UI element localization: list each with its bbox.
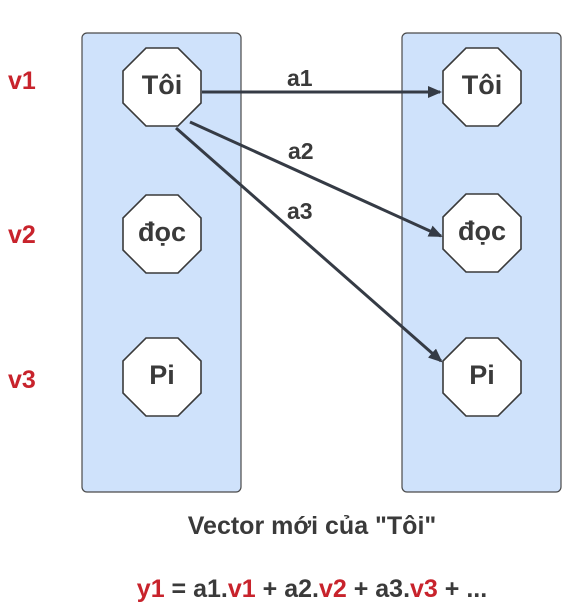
right-node-doc: đọc	[442, 193, 522, 273]
right-node-pi-label: Pi	[469, 360, 495, 390]
right-node-pi: Pi	[442, 337, 522, 417]
row-label-v3: v3	[8, 366, 36, 394]
left-node-doc-label: đọc	[138, 217, 186, 247]
formula-v3: v3	[410, 575, 438, 603]
arrow-a3	[175, 126, 443, 363]
formula-a1: a1.	[193, 575, 228, 603]
row-label-v1: v1	[8, 67, 36, 95]
formula-y1: y1	[137, 575, 165, 603]
formula-tail: + ...	[438, 575, 487, 603]
formula-eq: =	[165, 575, 194, 603]
left-node-toi: Tôi	[122, 47, 202, 127]
row-label-v2: v2	[8, 221, 36, 249]
diagram-caption: Vector mới của "Tôi"	[188, 512, 437, 540]
arrow-a2	[189, 120, 443, 238]
formula-plus1: +	[256, 575, 285, 603]
left-node-pi: Pi	[122, 337, 202, 417]
formula: y1 = a1.v1 + a2.v2 + a3.v3 + ...	[137, 575, 487, 603]
arrow-label-a1: a1	[287, 65, 313, 91]
formula-v1: v1	[228, 575, 256, 603]
right-node-toi-label: Tôi	[462, 70, 503, 100]
right-node-doc-label: đọc	[458, 216, 506, 246]
formula-a3: a3.	[375, 575, 410, 603]
right-node-toi: Tôi	[442, 47, 522, 127]
left-node-doc: đọc	[122, 194, 202, 274]
arrow-label-a3: a3	[287, 198, 313, 224]
left-node-pi-label: Pi	[149, 360, 175, 390]
arrow-label-a2: a2	[288, 138, 314, 164]
formula-a2: a2.	[284, 575, 319, 603]
formula-plus2: +	[347, 575, 376, 603]
formula-v2: v2	[319, 575, 347, 603]
left-node-toi-label: Tôi	[142, 70, 183, 100]
